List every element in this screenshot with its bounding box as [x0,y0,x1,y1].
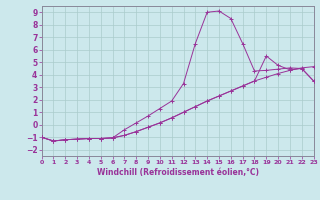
X-axis label: Windchill (Refroidissement éolien,°C): Windchill (Refroidissement éolien,°C) [97,168,259,177]
